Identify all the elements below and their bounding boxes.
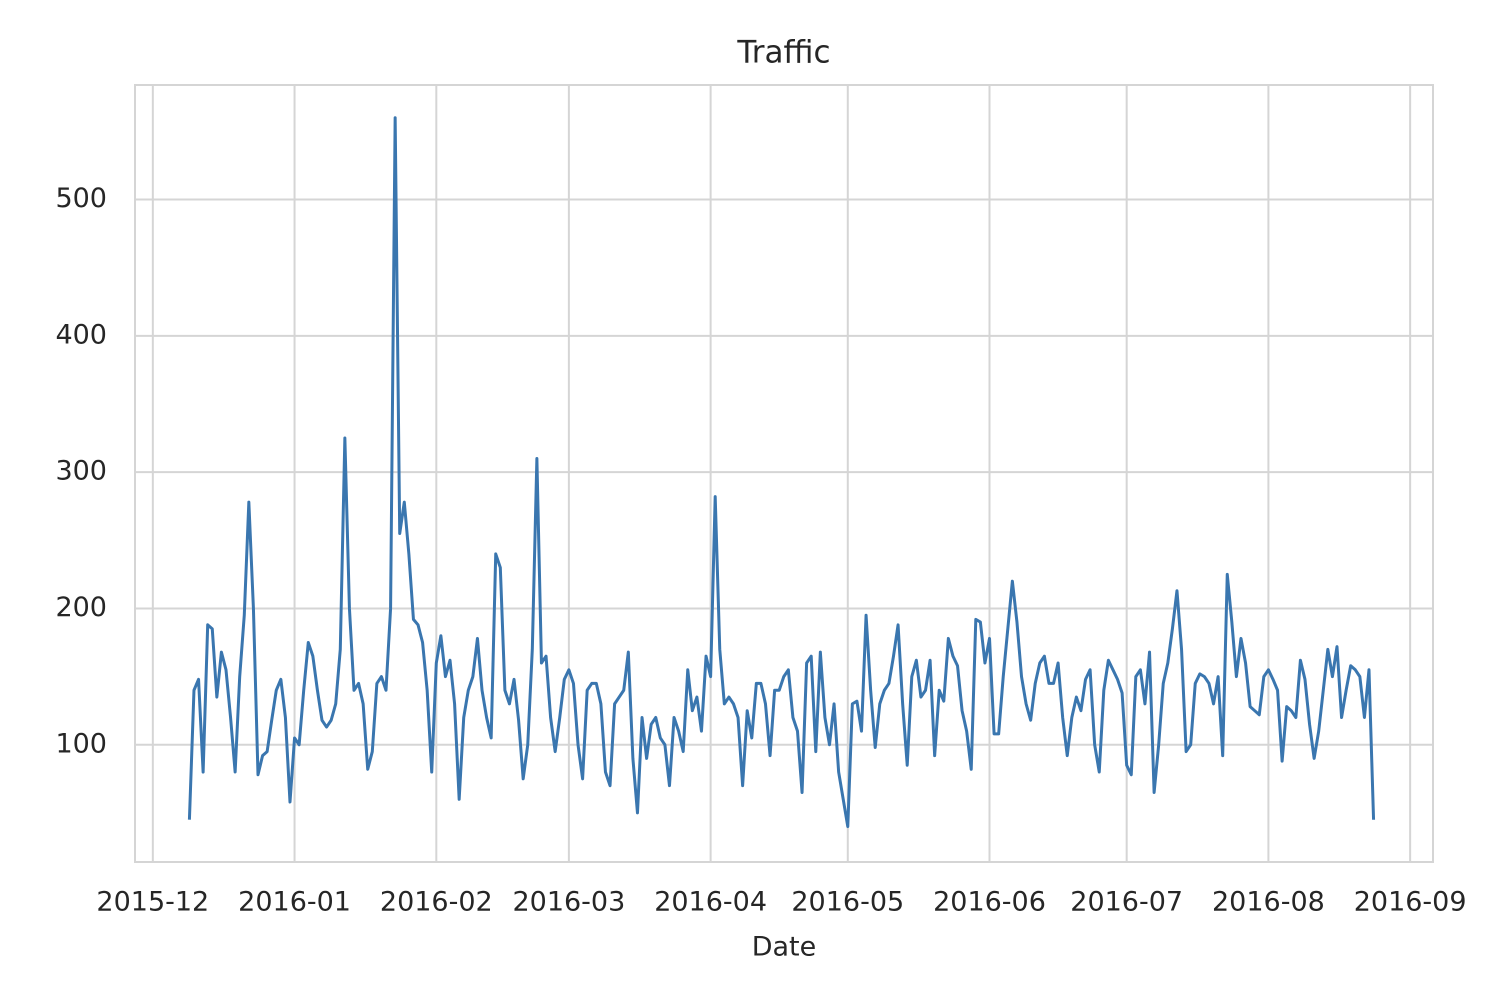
y-tick-label: 500 [55, 183, 107, 214]
x-tick-label: 2016-06 [933, 887, 1046, 918]
x-tick-label: 2016-08 [1212, 887, 1325, 918]
y-tick-label: 300 [55, 456, 107, 487]
data-line [187, 116, 1376, 829]
chart-title: Traffic [736, 35, 830, 71]
x-tick-label: 2016-04 [654, 887, 767, 918]
x-tick-label: 2016-07 [1070, 887, 1183, 918]
x-tick-label: 2016-09 [1354, 887, 1467, 918]
y-tick-label: 400 [55, 319, 107, 350]
x-tick-label: 2016-02 [380, 887, 493, 918]
x-axis-label: Date [752, 932, 817, 963]
x-tick-label: 2015-12 [96, 887, 209, 918]
x-tick-label: 2016-05 [791, 887, 904, 918]
x-tick-label: 2016-03 [512, 887, 625, 918]
x-tick-label: 2016-01 [238, 887, 351, 918]
y-tick-label: 100 [55, 728, 107, 759]
y-tick-label: 200 [55, 592, 107, 623]
plot-frame [134, 84, 1434, 863]
